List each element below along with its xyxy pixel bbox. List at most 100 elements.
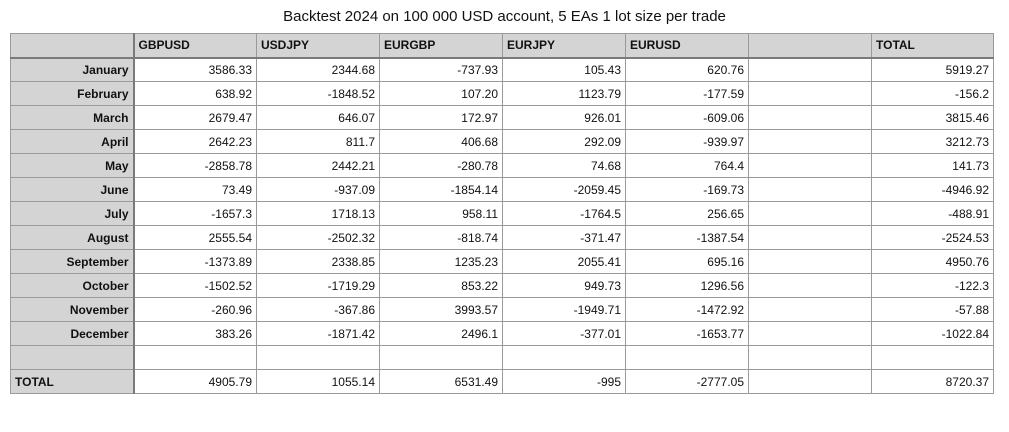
- value-cell[interactable]: 4905.79: [133, 369, 257, 394]
- value-cell[interactable]: -737.93: [379, 57, 503, 82]
- value-cell[interactable]: -818.74: [379, 225, 503, 250]
- value-cell[interactable]: 256.65: [625, 201, 749, 226]
- value-cell[interactable]: -995: [502, 369, 626, 394]
- value-cell[interactable]: [748, 321, 872, 346]
- value-cell[interactable]: -488.91: [871, 201, 994, 226]
- value-cell[interactable]: [748, 153, 872, 178]
- value-cell[interactable]: [748, 57, 872, 82]
- row-label-cell[interactable]: December: [10, 321, 135, 346]
- value-cell[interactable]: -609.06: [625, 105, 749, 130]
- value-cell[interactable]: -122.3: [871, 273, 994, 298]
- value-cell[interactable]: 2338.85: [256, 249, 380, 274]
- value-cell[interactable]: [379, 345, 503, 370]
- value-cell[interactable]: 6531.49: [379, 369, 503, 394]
- value-cell[interactable]: -2524.53: [871, 225, 994, 250]
- value-cell[interactable]: -2059.45: [502, 177, 626, 202]
- value-cell[interactable]: 383.26: [133, 321, 257, 346]
- header-cell-eurgbp[interactable]: EURGBP: [379, 33, 503, 59]
- value-cell[interactable]: -4946.92: [871, 177, 994, 202]
- value-cell[interactable]: 74.68: [502, 153, 626, 178]
- value-cell[interactable]: -1387.54: [625, 225, 749, 250]
- value-cell[interactable]: [748, 81, 872, 106]
- row-label-cell[interactable]: April: [10, 129, 135, 154]
- value-cell[interactable]: 811.7: [256, 129, 380, 154]
- value-cell[interactable]: [256, 345, 380, 370]
- value-cell[interactable]: 764.4: [625, 153, 749, 178]
- value-cell[interactable]: [748, 273, 872, 298]
- value-cell[interactable]: [748, 177, 872, 202]
- value-cell[interactable]: -937.09: [256, 177, 380, 202]
- value-cell[interactable]: -156.2: [871, 81, 994, 106]
- value-cell[interactable]: 107.20: [379, 81, 503, 106]
- value-cell[interactable]: 2679.47: [133, 105, 257, 130]
- value-cell[interactable]: -2777.05: [625, 369, 749, 394]
- value-cell[interactable]: -1764.5: [502, 201, 626, 226]
- header-cell-eurjpy[interactable]: EURJPY: [502, 33, 626, 59]
- value-cell[interactable]: 3993.57: [379, 297, 503, 322]
- value-cell[interactable]: 2642.23: [133, 129, 257, 154]
- value-cell[interactable]: 646.07: [256, 105, 380, 130]
- value-cell[interactable]: 5919.27: [871, 57, 994, 82]
- value-cell[interactable]: 926.01: [502, 105, 626, 130]
- value-cell[interactable]: 1123.79: [502, 81, 626, 106]
- value-cell[interactable]: [871, 345, 994, 370]
- value-cell[interactable]: -1854.14: [379, 177, 503, 202]
- value-cell[interactable]: 1235.23: [379, 249, 503, 274]
- value-cell[interactable]: -377.01: [502, 321, 626, 346]
- header-cell-blank[interactable]: [748, 33, 872, 59]
- value-cell[interactable]: 8720.37: [871, 369, 994, 394]
- value-cell[interactable]: [748, 225, 872, 250]
- value-cell[interactable]: 2496.1: [379, 321, 503, 346]
- value-cell[interactable]: 2442.21: [256, 153, 380, 178]
- value-cell[interactable]: -280.78: [379, 153, 503, 178]
- value-cell[interactable]: -1657.3: [133, 201, 257, 226]
- value-cell[interactable]: [133, 345, 257, 370]
- row-label-cell[interactable]: June: [10, 177, 135, 202]
- value-cell[interactable]: 141.73: [871, 153, 994, 178]
- value-cell[interactable]: -1719.29: [256, 273, 380, 298]
- value-cell[interactable]: -1472.92: [625, 297, 749, 322]
- value-cell[interactable]: 638.92: [133, 81, 257, 106]
- value-cell[interactable]: -1502.52: [133, 273, 257, 298]
- row-label-cell[interactable]: September: [10, 249, 135, 274]
- value-cell[interactable]: 853.22: [379, 273, 503, 298]
- row-label-cell[interactable]: May: [10, 153, 135, 178]
- value-cell[interactable]: 949.73: [502, 273, 626, 298]
- value-cell[interactable]: 3212.73: [871, 129, 994, 154]
- value-cell[interactable]: 4950.76: [871, 249, 994, 274]
- value-cell[interactable]: -367.86: [256, 297, 380, 322]
- value-cell[interactable]: -177.59: [625, 81, 749, 106]
- value-cell[interactable]: -57.88: [871, 297, 994, 322]
- value-cell[interactable]: 695.16: [625, 249, 749, 274]
- value-cell[interactable]: 958.11: [379, 201, 503, 226]
- value-cell[interactable]: [748, 105, 872, 130]
- value-cell[interactable]: [748, 297, 872, 322]
- value-cell[interactable]: -169.73: [625, 177, 749, 202]
- value-cell[interactable]: 1296.56: [625, 273, 749, 298]
- header-cell-gbpusd[interactable]: GBPUSD: [133, 33, 257, 59]
- value-cell[interactable]: -1022.84: [871, 321, 994, 346]
- value-cell[interactable]: -371.47: [502, 225, 626, 250]
- value-cell[interactable]: -1373.89: [133, 249, 257, 274]
- value-cell[interactable]: -2502.32: [256, 225, 380, 250]
- row-label-cell[interactable]: February: [10, 81, 135, 106]
- value-cell[interactable]: [748, 369, 872, 394]
- value-cell[interactable]: -1653.77: [625, 321, 749, 346]
- value-cell[interactable]: 1718.13: [256, 201, 380, 226]
- value-cell[interactable]: 3815.46: [871, 105, 994, 130]
- row-label-cell[interactable]: August: [10, 225, 135, 250]
- row-label-cell[interactable]: TOTAL: [10, 369, 135, 394]
- value-cell[interactable]: -2858.78: [133, 153, 257, 178]
- value-cell[interactable]: 620.76: [625, 57, 749, 82]
- value-cell[interactable]: 172.97: [379, 105, 503, 130]
- header-cell-usdjpy[interactable]: USDJPY: [256, 33, 380, 59]
- value-cell[interactable]: 105.43: [502, 57, 626, 82]
- value-cell[interactable]: [748, 345, 872, 370]
- row-label-cell[interactable]: March: [10, 105, 135, 130]
- row-label-cell[interactable]: November: [10, 297, 135, 322]
- value-cell[interactable]: 406.68: [379, 129, 503, 154]
- row-label-cell[interactable]: January: [10, 57, 135, 82]
- value-cell[interactable]: 73.49: [133, 177, 257, 202]
- value-cell[interactable]: [625, 345, 749, 370]
- value-cell[interactable]: [748, 129, 872, 154]
